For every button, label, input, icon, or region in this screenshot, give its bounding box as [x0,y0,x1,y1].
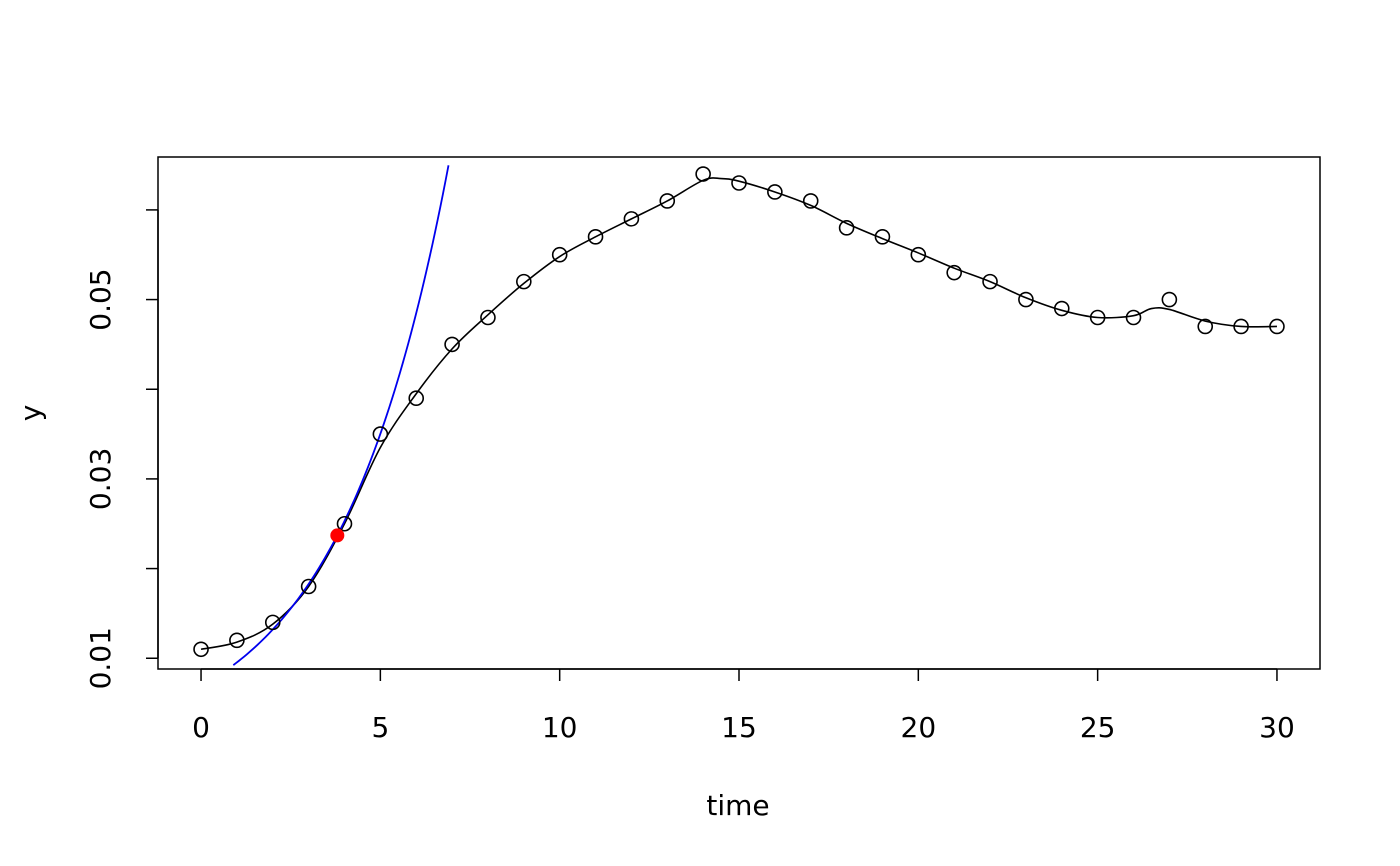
x-tick-label: 15 [721,711,757,744]
y-axis-label: y [14,405,47,422]
y-tick-label: 0.03 [84,448,117,510]
data-point [516,273,532,290]
data-point [193,641,209,658]
data-point [1018,291,1034,308]
data-point [1053,300,1070,317]
data-point [229,632,245,649]
data-point [623,211,640,227]
data-point [1161,291,1178,308]
data-point [264,614,281,631]
x-tick-label: 5 [371,711,389,744]
data-point [1233,318,1249,335]
data-point [802,193,819,209]
data-point [408,390,425,407]
x-tick-label: 25 [1080,711,1116,744]
exponential-fit-line [232,165,450,666]
x-tick-label: 0 [192,711,210,744]
marked-point [330,528,345,543]
plot-frame [157,156,1321,670]
y-tick-label: 0.05 [84,268,117,330]
data-point [874,229,891,245]
data-point [910,246,927,263]
data-point [1125,309,1142,326]
data-point [1269,318,1285,335]
x-tick-label: 10 [542,711,578,744]
data-point [372,426,389,442]
data-point [1089,309,1106,326]
data-point [838,220,855,236]
data-point [300,578,317,595]
data-point [551,246,568,263]
smoothed-series-line [200,177,1277,651]
data-point [444,336,460,353]
data-point [731,175,747,191]
data-point [659,193,676,209]
data-point [767,184,783,200]
data-point [982,273,998,290]
x-axis-label: time [706,789,769,822]
data-point [695,166,711,182]
x-tick-label: 30 [1259,711,1295,744]
data-point [587,229,604,245]
data-point [1197,318,1214,335]
plot-area [193,165,1285,666]
data-point [336,515,353,532]
data-point [480,309,496,326]
axes: 0 5 10 15 20 25 30 0.01 0.03 0.05 [84,156,1321,744]
y-tick-label: 0.01 [84,627,117,689]
data-point [946,264,962,281]
x-tick-label: 20 [901,711,937,744]
